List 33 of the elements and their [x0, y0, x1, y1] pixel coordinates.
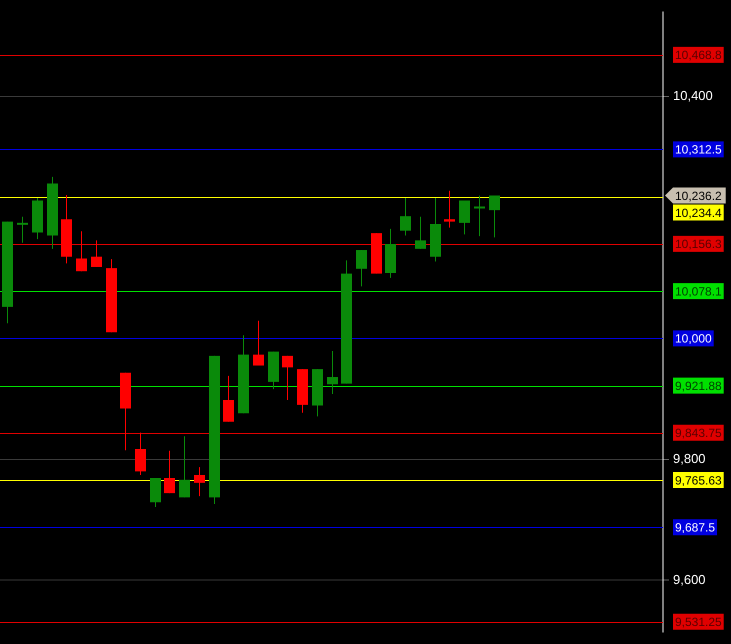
candlestick: [91, 240, 102, 268]
ref-line-label: 10,078.1: [675, 284, 722, 298]
ref-line-label: 9,687.5: [675, 520, 716, 535]
candlestick: [164, 450, 175, 494]
candlestick: [76, 230, 87, 272]
ref-line-label: 9,531.25: [675, 615, 722, 630]
candlestick: [474, 195, 485, 237]
y-tick-label: 9,600: [673, 572, 706, 587]
candlestick: [17, 216, 28, 244]
y-tick-label: 9,800: [673, 450, 706, 466]
candlestick: [489, 195, 500, 238]
ref-line-label: 10,234.4: [675, 206, 722, 220]
candlestick: [400, 198, 411, 236]
candlestick: [253, 320, 264, 366]
candlestick: [135, 432, 146, 476]
candlestick: [459, 200, 470, 235]
candlestick: [179, 436, 190, 498]
candlestick: [194, 466, 205, 497]
candlestick: [327, 350, 338, 394]
text: 10,236.2: [675, 188, 722, 203]
ref-line-label: 9,765.63: [675, 473, 722, 488]
ref-line-label: 10,312.5: [675, 142, 722, 157]
y-tick-label: 10,400: [673, 88, 713, 104]
ref-line-label: 10,000: [675, 332, 712, 346]
ref-line-label: 10,156.3: [675, 237, 722, 252]
ref-line-label: 9,843.75: [675, 426, 722, 440]
candlestick: [356, 250, 367, 287]
candlestick: [282, 355, 293, 401]
candlestick: [223, 375, 234, 422]
ref-line-label: 10,468.8: [675, 48, 722, 62]
ref-line-label: 9,921.88: [675, 378, 722, 393]
candlestick: [415, 216, 426, 250]
candlestick: [444, 190, 455, 228]
